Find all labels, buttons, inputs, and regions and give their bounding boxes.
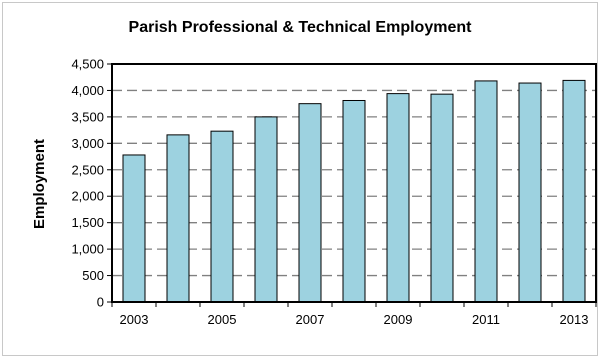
y-tick-label: 4,000: [71, 83, 104, 98]
bar-series: [122, 79, 586, 303]
bar: [474, 80, 498, 303]
bar: [386, 93, 410, 303]
x-tick-label: 2011: [472, 312, 500, 327]
bar: [122, 154, 146, 303]
y-tick-label: 500: [82, 268, 104, 283]
plot-area-border: [111, 63, 597, 303]
bar: [342, 99, 366, 303]
y-tick-label: 1,000: [71, 242, 104, 257]
bar: [166, 134, 190, 303]
x-tick-label: 2013: [560, 312, 589, 327]
bar: [562, 79, 586, 303]
bar: [210, 130, 234, 303]
x-tick-label: 2007: [296, 312, 325, 327]
axes: [107, 63, 597, 307]
y-tick-labels: 0 500 1,000 1,500 2,000 2,500 3,000 3,500 4,000 4…: [71, 57, 104, 310]
x-tick-labels: 2003 2005 2007 2009 2011 2013: [120, 312, 589, 327]
y-tick-label: 4,500: [71, 57, 104, 72]
bar: [254, 116, 278, 303]
chart-title: Parish Professional & Technical Employme…: [129, 19, 473, 36]
bar: [430, 93, 454, 303]
y-tick-label: 1,500: [71, 215, 104, 230]
y-axis-title: Employment: [31, 139, 48, 229]
y-tick-label: 2,500: [71, 162, 104, 177]
bar: [298, 103, 322, 303]
x-tick-label: 2003: [120, 312, 149, 327]
y-tick-label: 3,500: [71, 109, 104, 124]
y-tick-label: 0: [97, 295, 104, 310]
y-tick-label: 2,000: [71, 189, 104, 204]
y-tick-label: 3,000: [71, 136, 104, 151]
x-tick-label: 2009: [384, 312, 413, 327]
bar: [518, 82, 542, 303]
x-tick-label: 2005: [208, 312, 237, 327]
